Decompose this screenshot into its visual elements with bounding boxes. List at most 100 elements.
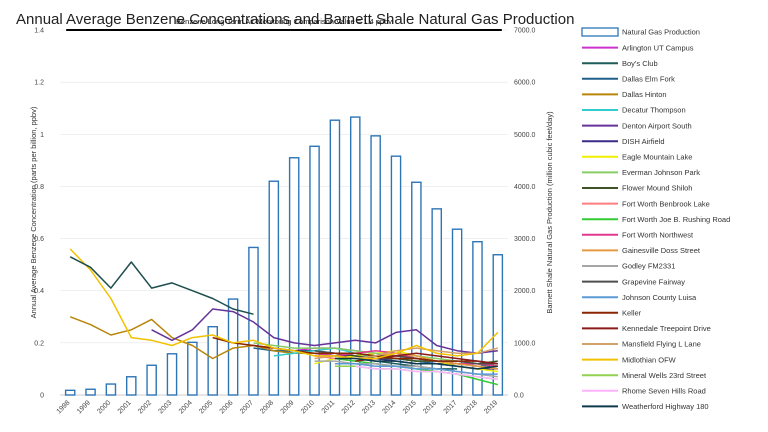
legend-label: Dallas Hinton: [622, 90, 667, 99]
legend-label: Fort Worth Benbrook Lake: [622, 199, 710, 208]
legend-label: Grapevine Fairway: [622, 277, 685, 286]
x-tick-label: 2001: [117, 399, 133, 415]
y-tick-label: 0.8: [34, 184, 44, 191]
legend-label: Kennedale Treepoint Drive: [622, 324, 711, 333]
y-axis-ticks: 0 0.2 0.4 0.6 0.8 1 1.2 1.4: [34, 28, 44, 400]
x-tick-label: 2015: [402, 399, 418, 415]
production-bar: [309, 145, 320, 396]
legend-label: Fort Worth Joe B. Rushing Road: [622, 215, 730, 224]
legend-label: Flower Mound Shiloh: [622, 184, 692, 193]
x-tick-label: 2004: [178, 399, 194, 415]
y2-tick-label: 7000.0: [514, 28, 536, 35]
series-line: [151, 308, 498, 355]
production-bar: [349, 116, 361, 396]
production-bar: [492, 254, 504, 396]
x-tick-label: 2017: [443, 399, 459, 415]
x-tick-label: 2019: [483, 399, 499, 415]
x-tick-label: 2012: [341, 399, 357, 415]
production-bar: [329, 119, 341, 396]
series-line: [355, 365, 498, 381]
production-bar: [288, 157, 300, 396]
legend-label: Natural Gas Production: [622, 28, 700, 37]
production-bar: [85, 388, 96, 396]
series-line: [334, 357, 498, 370]
x-tick-label: 1999: [76, 399, 92, 415]
production-bar: [146, 364, 157, 396]
legend-label: Rhome Seven Hills Road: [622, 387, 706, 396]
legend-label: Midlothian OFW: [622, 355, 677, 364]
legend-label: Everman Johnson Park: [622, 168, 700, 177]
legend-swatch: [581, 27, 619, 37]
legend-label: Weatherford Highway 180: [622, 402, 709, 411]
y2-tick-label: 2000.0: [514, 288, 536, 295]
y2-axis-ticks: 0.0 1000.0 2000.0 3000.0 4000.0 5000.0 6000.0 7…: [514, 28, 536, 400]
y-axis-label: Annual Average Benzene Concentration (pa…: [29, 106, 38, 318]
y-tick-label: 0.6: [34, 236, 44, 243]
legend-label: Decatur Thompson: [622, 106, 686, 115]
legend-label: Denton Airport South: [622, 121, 692, 130]
legend-label: Gainesville Doss Street: [622, 246, 701, 255]
x-tick-label: 2003: [157, 399, 173, 415]
y2-tick-label: 6000.0: [514, 80, 536, 87]
y-tick-label: 0.2: [34, 340, 44, 347]
x-tick-label: 1998: [56, 399, 72, 415]
series-line: [314, 349, 498, 368]
x-tick-label: 2010: [300, 399, 316, 415]
y2-tick-label: 5000.0: [514, 132, 536, 139]
comparison-line-group: Benzene Long-Term Air Monitoring Compari…: [66, 17, 502, 31]
legend-label: DISH Airfield: [622, 137, 665, 146]
x-tick-label: 2009: [280, 399, 296, 415]
production-bar: [187, 341, 198, 396]
x-tick-label: 2014: [381, 399, 397, 415]
legend-label: Fort Worth Northwest: [622, 231, 694, 240]
y-tick-label: 0: [40, 393, 44, 400]
series-line: [69, 256, 254, 315]
x-axis-ticks: 1998 1999 2000 2001 2002 2003 2004 2005 2006 2007…: [56, 399, 500, 415]
chart-title: Annual Average Benzene Concentrations an…: [16, 11, 574, 28]
x-tick-label: 2002: [137, 399, 153, 415]
y2-tick-label: 1000.0: [514, 340, 536, 347]
series-line: [334, 362, 498, 375]
y-tick-label: 0.4: [34, 288, 44, 295]
production-bar: [207, 325, 219, 396]
y-tick-label: 1.4: [34, 28, 44, 35]
series-line: [212, 336, 498, 365]
x-tick-label: 2011: [321, 399, 337, 415]
legend-label: Johnson County Luisa: [622, 293, 697, 302]
benzene-series-lines: [69, 248, 499, 386]
y-tick-label: 1: [40, 132, 44, 139]
production-bar: [431, 208, 443, 396]
production-bar: [166, 353, 178, 396]
production-bar: [472, 240, 483, 396]
production-bar: [390, 155, 402, 396]
y-tick-label: 1.2: [34, 80, 44, 87]
x-tick-label: 2006: [219, 399, 235, 415]
x-tick-label: 2007: [239, 399, 255, 415]
x-tick-label: 2005: [198, 399, 214, 415]
x-tick-label: 2000: [96, 399, 112, 415]
legend-label: Mineral Wells 23rd Street: [622, 371, 707, 380]
x-tick-label: 2018: [463, 399, 479, 415]
production-bar: [105, 383, 117, 396]
legend-label: Boy's Club: [622, 59, 658, 68]
production-bar: [268, 180, 280, 396]
y2-tick-label: 3000.0: [514, 236, 536, 243]
comparison-label: Benzene Long-Term Air Monitoring Compari…: [176, 17, 392, 26]
x-tick-label: 2008: [259, 399, 275, 415]
production-bar: [64, 389, 76, 396]
legend-label: Dallas Elm Fork: [622, 75, 675, 84]
legend-label: Godley FM2331: [622, 262, 675, 271]
production-bar: [125, 376, 137, 396]
production-bar: [411, 181, 422, 396]
legend-label: Arlington UT Campus: [622, 43, 694, 52]
legend-label: Eagle Mountain Lake: [622, 153, 692, 162]
y2-tick-label: 0.0: [514, 393, 524, 400]
y2-axis-label: Barnett Shale Natural Gas Production (mi…: [545, 111, 554, 314]
series-line: [69, 248, 499, 360]
x-tick-label: 2013: [361, 399, 377, 415]
y2-tick-label: 4000.0: [514, 184, 536, 191]
production-bars: [64, 116, 504, 396]
legend-label: Mansfield Flying L Lane: [622, 340, 701, 349]
production-bar: [370, 135, 381, 396]
